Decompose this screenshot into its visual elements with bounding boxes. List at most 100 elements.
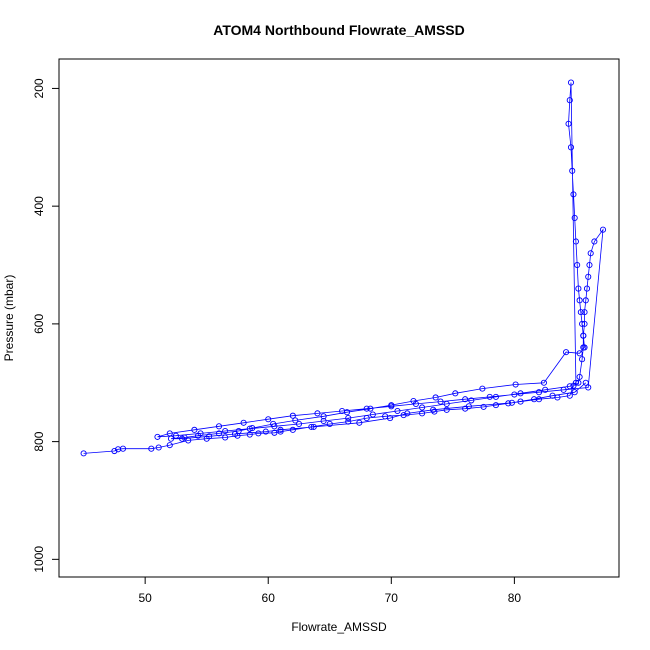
- data-point: [345, 418, 352, 425]
- data-point: [581, 320, 588, 327]
- data-point: [587, 250, 594, 257]
- data-point: [574, 261, 581, 269]
- data-point: [356, 419, 363, 426]
- data-point: [508, 399, 515, 406]
- data-point: [585, 273, 592, 280]
- data-point: [308, 423, 315, 430]
- data-point: [419, 410, 426, 417]
- data-point: [179, 435, 186, 442]
- data-point: [579, 356, 586, 363]
- data-point: [468, 397, 475, 404]
- data-point: [462, 396, 469, 403]
- data-point: [172, 432, 179, 439]
- data-point: [432, 394, 439, 401]
- data-point: [576, 350, 583, 357]
- data-point: [345, 415, 352, 422]
- data-point: [419, 404, 426, 411]
- data-point: [465, 403, 472, 410]
- data-point: [576, 373, 583, 380]
- data-point: [148, 445, 155, 452]
- data-point: [215, 430, 223, 437]
- x-axis-label: Flowrate_AMSSD: [291, 620, 387, 634]
- data-point: [566, 392, 573, 399]
- data-point: [295, 420, 303, 428]
- x-axis: 50 60 70 80: [138, 577, 521, 605]
- data-point: [430, 406, 437, 413]
- x-tick-label: 70: [385, 591, 399, 605]
- data-point: [492, 393, 499, 400]
- data-point: [249, 425, 256, 432]
- data-point: [310, 423, 317, 430]
- data-point: [576, 297, 583, 304]
- data-point: [270, 420, 277, 428]
- data-point: [154, 433, 161, 440]
- data-point: [195, 432, 202, 439]
- y-tick-label: 600: [32, 314, 46, 334]
- data-point: [320, 413, 327, 420]
- data-point: [262, 428, 269, 435]
- data-point: [580, 332, 587, 339]
- data-point: [240, 419, 247, 426]
- data-point: [443, 406, 450, 413]
- data-point: [400, 412, 407, 419]
- data-point: [222, 434, 229, 441]
- data-point: [579, 320, 586, 327]
- data-point: [577, 309, 584, 316]
- series-0: [80, 79, 607, 457]
- data-point: [479, 385, 486, 392]
- data-point: [572, 238, 579, 245]
- x-tick-label: 80: [508, 591, 522, 605]
- data-point: [111, 447, 118, 455]
- data-point: [235, 427, 242, 435]
- data-point: [581, 344, 588, 351]
- data-point: [167, 435, 175, 442]
- data-point: [289, 426, 296, 433]
- data-point: [246, 431, 253, 438]
- x-tick-label: 60: [262, 591, 276, 605]
- data-point: [563, 349, 570, 356]
- data-point: [575, 379, 582, 386]
- data-point: [277, 426, 284, 433]
- data-point: [443, 400, 450, 407]
- y-axis: 200 400 600 800 1000: [32, 78, 59, 573]
- data-point: [575, 285, 582, 292]
- data-point: [566, 97, 573, 104]
- data-point: [343, 409, 351, 416]
- data-point: [265, 416, 272, 423]
- data-point: [542, 386, 549, 393]
- data-point: [206, 433, 213, 440]
- data-point: [586, 261, 593, 269]
- data-point: [582, 379, 589, 386]
- y-axis-label: Pressure (mbar): [2, 275, 16, 362]
- data-point: [231, 430, 239, 438]
- data-point: [314, 410, 321, 417]
- data-point: [155, 444, 162, 451]
- data-point: [566, 383, 573, 390]
- data-point: [581, 309, 588, 316]
- data-point: [511, 391, 518, 398]
- data-point: [492, 402, 499, 409]
- data-point: [567, 144, 575, 151]
- data-point: [255, 430, 262, 437]
- data-point: [277, 428, 284, 435]
- data-point: [410, 397, 417, 405]
- data-point: [571, 214, 578, 221]
- data-point: [585, 384, 592, 391]
- data-point: [292, 417, 299, 424]
- y-tick-label: 200: [32, 78, 46, 98]
- data-point: [404, 410, 411, 417]
- data-point: [119, 445, 127, 452]
- data-point: [512, 381, 519, 388]
- data-point: [549, 392, 556, 399]
- series-line: [83, 82, 604, 454]
- data-point: [387, 415, 394, 422]
- data-point: [326, 420, 333, 428]
- data-point: [486, 393, 493, 400]
- data-point: [505, 400, 512, 407]
- data-point: [535, 389, 543, 396]
- data-point: [599, 226, 607, 233]
- data-point: [215, 423, 223, 430]
- plot-area-border: [58, 58, 620, 578]
